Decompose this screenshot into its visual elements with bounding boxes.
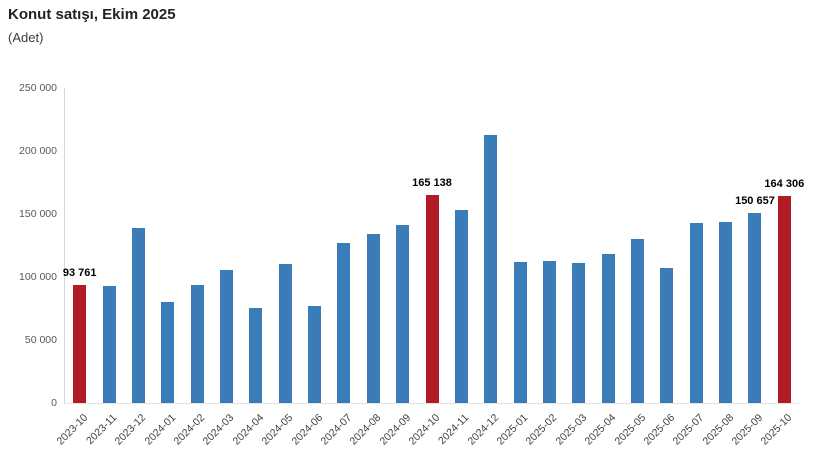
bar-2024-06[interactable]	[308, 305, 322, 403]
bar-2024-11[interactable]	[454, 210, 468, 403]
bar-2024-07[interactable]	[337, 242, 351, 403]
bar-2024-10[interactable]	[425, 194, 439, 403]
bar-2025-07[interactable]	[689, 223, 703, 403]
bar-value-label-2025-09: 150 657	[735, 195, 775, 208]
bar-2025-08[interactable]	[719, 222, 733, 403]
y-tick-200000: 200 000	[19, 145, 57, 157]
bar-2023-11[interactable]	[102, 285, 116, 403]
bar-2023-10[interactable]	[73, 284, 87, 403]
bar-value-label-2024-10: 165 138	[412, 176, 452, 189]
bar-2025-01[interactable]	[513, 261, 527, 403]
bar-2025-09[interactable]	[748, 213, 762, 403]
y-tick-100000: 100 000	[19, 271, 57, 283]
bar-2025-04[interactable]	[601, 253, 615, 403]
bar-2025-03[interactable]	[572, 263, 586, 403]
bar-2024-08[interactable]	[366, 233, 380, 403]
chart-subtitle: (Adet)	[8, 30, 44, 45]
bar-2025-05[interactable]	[631, 239, 645, 403]
bar-2024-09[interactable]	[396, 225, 410, 403]
y-tick-0: 0	[51, 397, 57, 409]
bar-2023-12[interactable]	[131, 228, 145, 403]
y-tick-50000: 50 000	[24, 334, 57, 346]
y-axis: 0 50 000 100 000 150 000 200 000 250 000	[0, 82, 57, 409]
chart-title: Konut satışı, Ekim 2025	[8, 6, 176, 23]
bar-2025-10[interactable]	[777, 195, 791, 403]
bar-value-label-2025-10: 164 306	[764, 177, 805, 190]
bar-2024-12[interactable]	[484, 135, 498, 403]
bar-value-label-2023-10: 93 761	[62, 266, 97, 279]
bar-2024-04[interactable]	[249, 307, 263, 403]
bar-2024-01[interactable]	[161, 301, 175, 403]
plot-area: 93 761 165 138 150 657 164 306	[62, 88, 804, 404]
bar-2024-05[interactable]	[278, 263, 292, 403]
bar-2024-03[interactable]	[219, 270, 233, 403]
y-tick-250000: 250 000	[19, 82, 57, 94]
bar-2025-06[interactable]	[660, 268, 674, 403]
bar-2025-02[interactable]	[542, 260, 556, 403]
y-tick-150000: 150 000	[19, 208, 57, 220]
x-axis: 2023-10 2023-11 2023-12 2024-01 2024-02 2024-…	[54, 404, 798, 466]
bar-2024-02[interactable]	[190, 284, 204, 403]
